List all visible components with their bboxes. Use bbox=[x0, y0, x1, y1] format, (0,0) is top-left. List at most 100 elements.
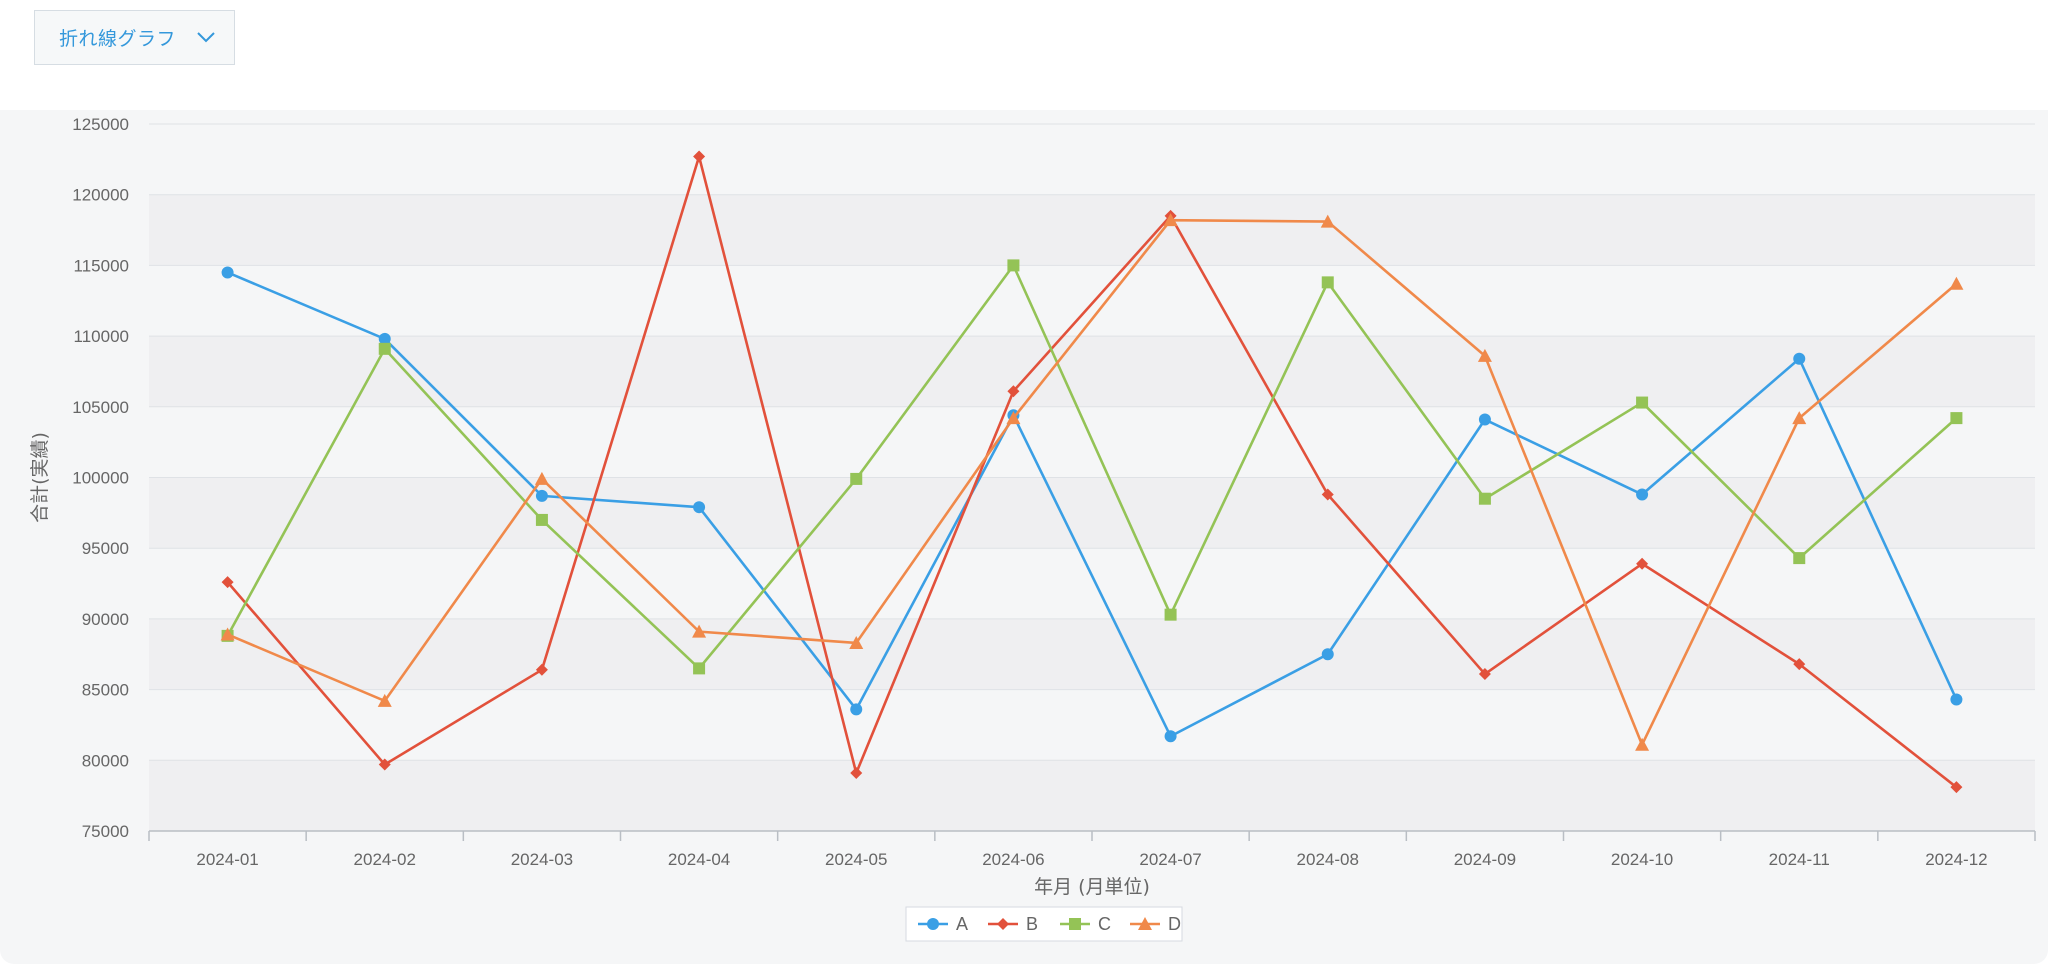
data-point-B bbox=[1478, 668, 1491, 681]
data-point-A bbox=[1793, 352, 1806, 365]
data-point-B bbox=[1793, 658, 1806, 671]
x-tick-label: 2024-04 bbox=[668, 850, 730, 869]
line-chart: 75000 80000 85000 90000 95000 100000 105000 110… bbox=[29, 115, 2036, 942]
data-point-B bbox=[378, 758, 391, 771]
data-point-B bbox=[1636, 557, 1649, 570]
data-point-B bbox=[1950, 781, 1963, 794]
series-D bbox=[220, 213, 1964, 751]
series-line-B bbox=[226, 155, 1958, 789]
data-point-C bbox=[1793, 552, 1806, 565]
grid-band bbox=[149, 336, 2035, 407]
data-point-D bbox=[220, 627, 235, 641]
data-point-B bbox=[535, 663, 548, 676]
data-point-A bbox=[378, 332, 391, 345]
legend-marker-B bbox=[997, 918, 1009, 930]
data-point-A bbox=[850, 703, 863, 716]
series-line-C bbox=[226, 264, 1958, 670]
data-point-C bbox=[1636, 396, 1649, 409]
legend-item-D: D bbox=[1130, 914, 1181, 934]
y-tick-label: 125000 bbox=[72, 115, 129, 134]
y-tick-label: 90000 bbox=[82, 610, 129, 629]
series-line-A bbox=[227, 271, 1958, 738]
data-point-C bbox=[1321, 276, 1334, 289]
y-tick-label: 85000 bbox=[82, 681, 129, 700]
data-point-B bbox=[221, 576, 234, 589]
series-line-D bbox=[227, 218, 1958, 747]
data-point-D bbox=[1635, 737, 1650, 751]
x-tick-label: 2024-11 bbox=[1769, 850, 1830, 869]
x-tick-label: 2024-05 bbox=[825, 850, 887, 869]
legend-marker-C bbox=[1069, 918, 1081, 930]
data-point-D bbox=[1320, 214, 1335, 228]
y-axis-title: 合計(実績) bbox=[29, 432, 51, 523]
data-point-C bbox=[535, 513, 548, 526]
x-tick-label: 2024-10 bbox=[1611, 850, 1673, 869]
toolbar: 折れ線グラフ bbox=[0, 0, 2048, 110]
y-tick-labels: 75000 80000 85000 90000 95000 100000 105000 110… bbox=[72, 115, 129, 841]
x-tick-label: 2024-07 bbox=[1139, 850, 1201, 869]
data-point-D bbox=[1163, 213, 1178, 227]
data-point-D bbox=[849, 635, 864, 649]
data-point-C bbox=[1950, 412, 1963, 425]
x-axis-title: 年月 (月単位) bbox=[1034, 876, 1150, 898]
data-point-D bbox=[1949, 276, 1964, 290]
legend-item-A: A bbox=[918, 914, 968, 934]
y-tick-label: 110000 bbox=[74, 327, 129, 346]
x-tick-label: 2024-02 bbox=[354, 850, 416, 869]
legend-label-D: D bbox=[1168, 914, 1181, 934]
x-tick-label: 2024-06 bbox=[982, 850, 1044, 869]
x-tick-label: 2024-12 bbox=[1925, 850, 1987, 869]
data-point-D bbox=[1792, 411, 1807, 425]
x-tick-label: 2024-08 bbox=[1297, 850, 1359, 869]
legend-item-B: B bbox=[988, 914, 1038, 934]
data-point-A bbox=[221, 266, 234, 279]
data-point-D bbox=[377, 693, 392, 707]
x-tick-label: 2024-01 bbox=[196, 850, 258, 869]
data-point-D bbox=[692, 624, 707, 638]
data-point-A bbox=[1164, 730, 1177, 743]
chevron-down-icon bbox=[197, 32, 215, 43]
legend-label-B: B bbox=[1026, 914, 1038, 934]
grid-bands bbox=[149, 194, 2035, 831]
y-tick-label: 80000 bbox=[82, 751, 129, 770]
data-point-C bbox=[378, 342, 391, 355]
chart-panel: 75000 80000 85000 90000 95000 100000 105000 110… bbox=[0, 110, 2048, 964]
data-point-A bbox=[535, 489, 548, 502]
data-point-C bbox=[1478, 492, 1491, 505]
legend: A B C D bbox=[905, 906, 1183, 942]
data-point-B bbox=[1007, 385, 1020, 398]
data-point-B bbox=[850, 767, 863, 780]
grid-band bbox=[149, 477, 2035, 549]
x-tick-labels: 2024-01 2024-02 2024-03 2024-04 2024-05 2024-… bbox=[196, 850, 1987, 869]
grid-band bbox=[149, 194, 2035, 266]
chart-type-select[interactable]: 折れ線グラフ bbox=[34, 10, 235, 65]
grid-lines bbox=[149, 123, 2035, 832]
y-tick-label: 95000 bbox=[82, 539, 129, 558]
data-point-D bbox=[534, 471, 549, 485]
axes bbox=[148, 830, 2036, 841]
data-point-A bbox=[1636, 488, 1649, 501]
legend-marker-A bbox=[927, 918, 939, 930]
y-tick-label: 105000 bbox=[72, 398, 129, 417]
data-point-A bbox=[693, 501, 706, 514]
data-point-B bbox=[693, 150, 706, 163]
legend-item-C: C bbox=[1060, 914, 1111, 934]
data-point-A bbox=[1321, 648, 1334, 661]
legend-label-A: A bbox=[956, 914, 968, 934]
y-tick-label: 120000 bbox=[72, 186, 129, 205]
grid-band bbox=[149, 760, 2035, 831]
data-point-D bbox=[1477, 348, 1492, 362]
x-tick-label: 2024-09 bbox=[1454, 850, 1516, 869]
legend-marker-D bbox=[1138, 917, 1152, 930]
data-point-B bbox=[1321, 488, 1334, 501]
chart-type-select-value: 折れ線グラフ bbox=[59, 28, 177, 50]
y-tick-label: 75000 bbox=[82, 822, 129, 841]
data-point-C bbox=[693, 662, 706, 675]
data-point-A bbox=[1478, 413, 1491, 426]
legend-label-C: C bbox=[1098, 914, 1111, 934]
y-tick-label: 115000 bbox=[74, 256, 129, 275]
data-point-D bbox=[1006, 411, 1021, 425]
data-point-C bbox=[1007, 259, 1020, 272]
data-point-C bbox=[1164, 608, 1177, 621]
